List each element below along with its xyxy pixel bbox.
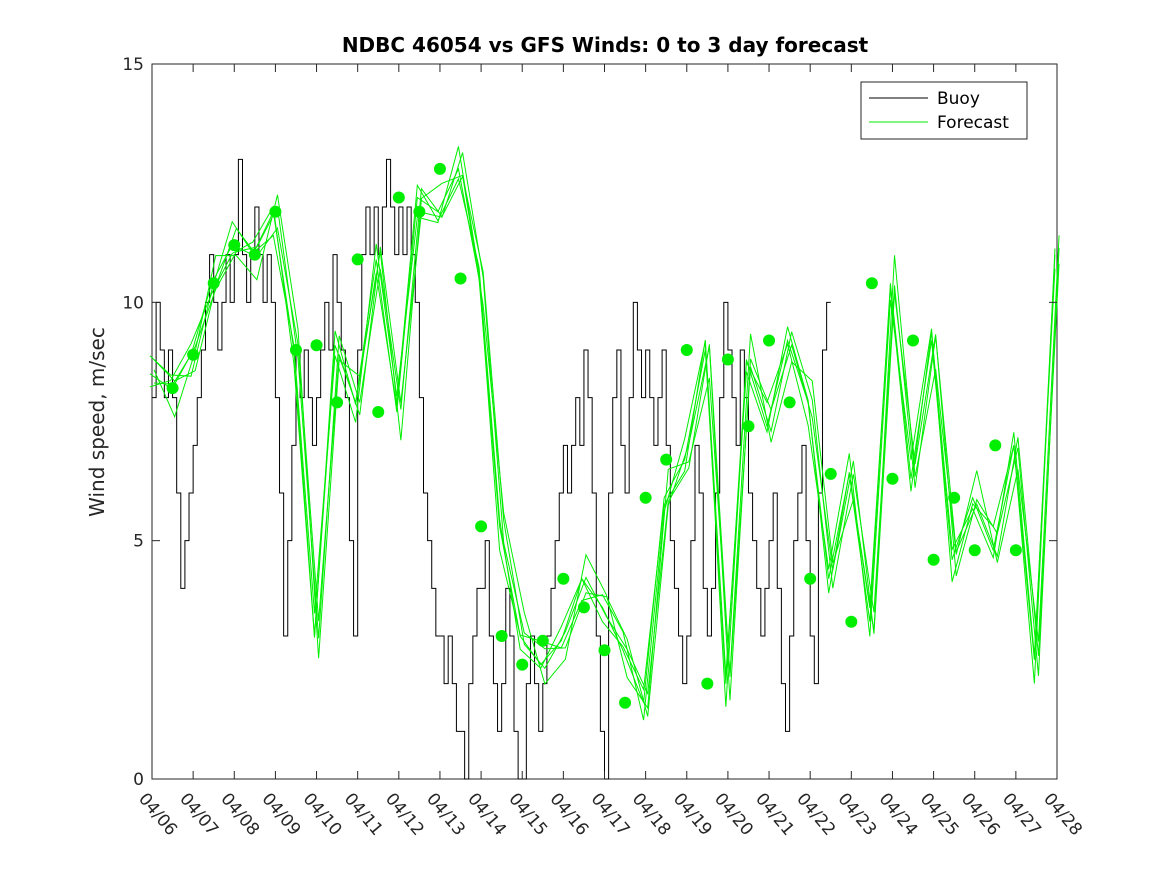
forecast-point-marker (331, 396, 344, 409)
forecast-point-marker (187, 348, 200, 361)
forecast-point-marker (557, 572, 570, 585)
forecast-point-marker (269, 205, 282, 218)
legend: Buoy Forecast (860, 81, 1028, 140)
forecast-point-marker (248, 248, 261, 261)
forecast-point-marker (577, 601, 590, 614)
y-tick-label: 5 (133, 532, 144, 552)
forecast-series-line (149, 146, 1056, 721)
forecast-point-marker (413, 205, 426, 218)
forecast-point-marker (927, 553, 940, 566)
forecast-point-marker (495, 630, 508, 642)
forecast-point-marker (907, 334, 920, 347)
forecast-point-marker (968, 544, 981, 557)
forecast-point-marker (639, 491, 652, 504)
forecast-point-marker (763, 334, 776, 347)
forecast-point-marker (475, 520, 488, 533)
forecast-point-marker (289, 344, 302, 356)
forecast-point-marker (454, 272, 467, 285)
forecast-series-line (153, 174, 1060, 710)
forecast-point-marker (845, 615, 858, 628)
forecast-point-marker (392, 191, 405, 204)
forecast-point-marker (989, 439, 1002, 452)
forecast-point-marker (701, 677, 714, 690)
y-axis-label: Wind speed, m/sec (85, 327, 109, 517)
forecast-point-marker (351, 253, 364, 266)
plot-area: 04/0604/0704/0804/0904/1004/1104/1204/13… (122, 55, 1086, 840)
forecast-point-marker (228, 239, 241, 252)
forecast-series-line (154, 174, 1060, 696)
forecast-point-marker (804, 572, 817, 585)
forecast-point-marker (536, 634, 549, 647)
forecast-point-marker (166, 382, 179, 395)
marker-layer (166, 162, 1022, 709)
legend-forecast-label: Forecast (937, 113, 1009, 133)
forecast-point-marker (660, 453, 673, 466)
forecast-point-marker (619, 696, 632, 709)
forecast-point-marker (1009, 544, 1022, 557)
forecast-point-marker (948, 491, 961, 504)
forecast-point-marker (680, 344, 693, 356)
forecast-series-line (149, 167, 1056, 703)
chart-title: NDBC 46054 vs GFS Winds: 0 to 3 day fore… (342, 33, 869, 57)
forecast-point-marker (207, 277, 220, 290)
forecast-series-line (149, 177, 1056, 692)
legend-box (860, 81, 1028, 140)
axes-box (151, 63, 1058, 780)
y-tick-label: 10 (122, 293, 144, 313)
forecast-point-marker (721, 353, 734, 366)
forecast-point-marker (372, 405, 385, 418)
forecast-point-marker (824, 467, 837, 480)
forecast-point-marker (310, 339, 323, 352)
forecast-point-marker (433, 162, 446, 175)
y-tick-label: 15 (122, 55, 144, 75)
forecast-point-marker (742, 420, 755, 433)
forecast-point-marker (516, 658, 529, 671)
series-layer (149, 146, 1060, 780)
forecast-point-marker (783, 396, 796, 409)
legend-buoy-label: Buoy (937, 89, 980, 109)
forecast-point-marker (886, 472, 899, 485)
y-tick-label: 0 (133, 770, 144, 790)
forecast-point-marker (865, 277, 878, 290)
forecast-point-marker (598, 644, 611, 657)
